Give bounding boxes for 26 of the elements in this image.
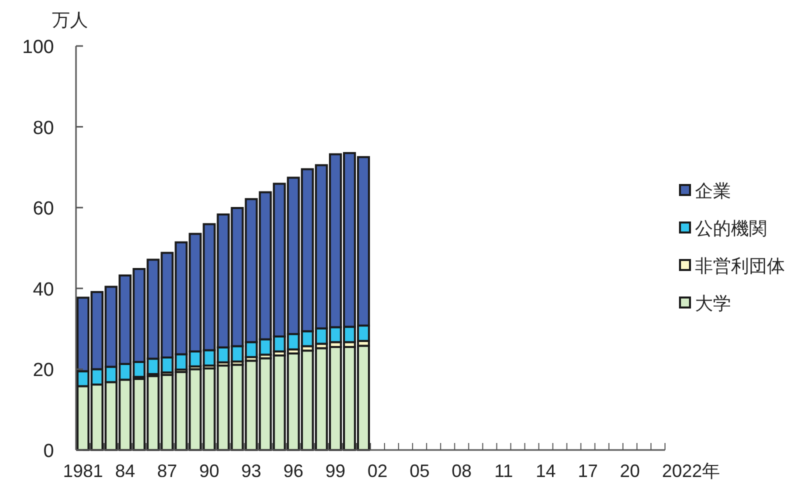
x-tick-label: 14 bbox=[536, 461, 556, 481]
x-tick-label: 02 bbox=[367, 461, 388, 481]
y-tick-label: 20 bbox=[32, 360, 54, 382]
y-axis-title: 万人 bbox=[52, 10, 88, 30]
x-tick-label: 20 bbox=[620, 461, 640, 481]
y-tick-label: 0 bbox=[43, 441, 54, 462]
x-tick-label: 93 bbox=[241, 461, 262, 481]
x-tick-label: 11 bbox=[494, 461, 514, 481]
x-tick-label: 2022年 bbox=[662, 461, 720, 481]
y-tick-label: 100 bbox=[22, 37, 54, 58]
legend-label: 非営利団体 bbox=[695, 256, 785, 276]
x-tick-label: 87 bbox=[157, 461, 178, 481]
x-tick-label: 1981 bbox=[62, 461, 104, 481]
y-tick-label: 60 bbox=[32, 198, 54, 220]
x-tick-label: 05 bbox=[410, 461, 430, 481]
y-tick-label: 40 bbox=[32, 279, 54, 300]
y-tick-label: 80 bbox=[32, 118, 54, 139]
x-tick-label: 17 bbox=[578, 461, 598, 481]
x-tick-label: 84 bbox=[115, 461, 136, 481]
legend-label: 公的機関 bbox=[695, 218, 767, 238]
x-tick-label: 90 bbox=[199, 461, 220, 481]
legend-label: 企業 bbox=[695, 181, 731, 201]
x-tick-label: 08 bbox=[452, 461, 472, 481]
x-tick-label: 99 bbox=[325, 461, 346, 481]
x-tick-label: 96 bbox=[283, 461, 304, 481]
legend-label: 大学 bbox=[695, 294, 731, 314]
